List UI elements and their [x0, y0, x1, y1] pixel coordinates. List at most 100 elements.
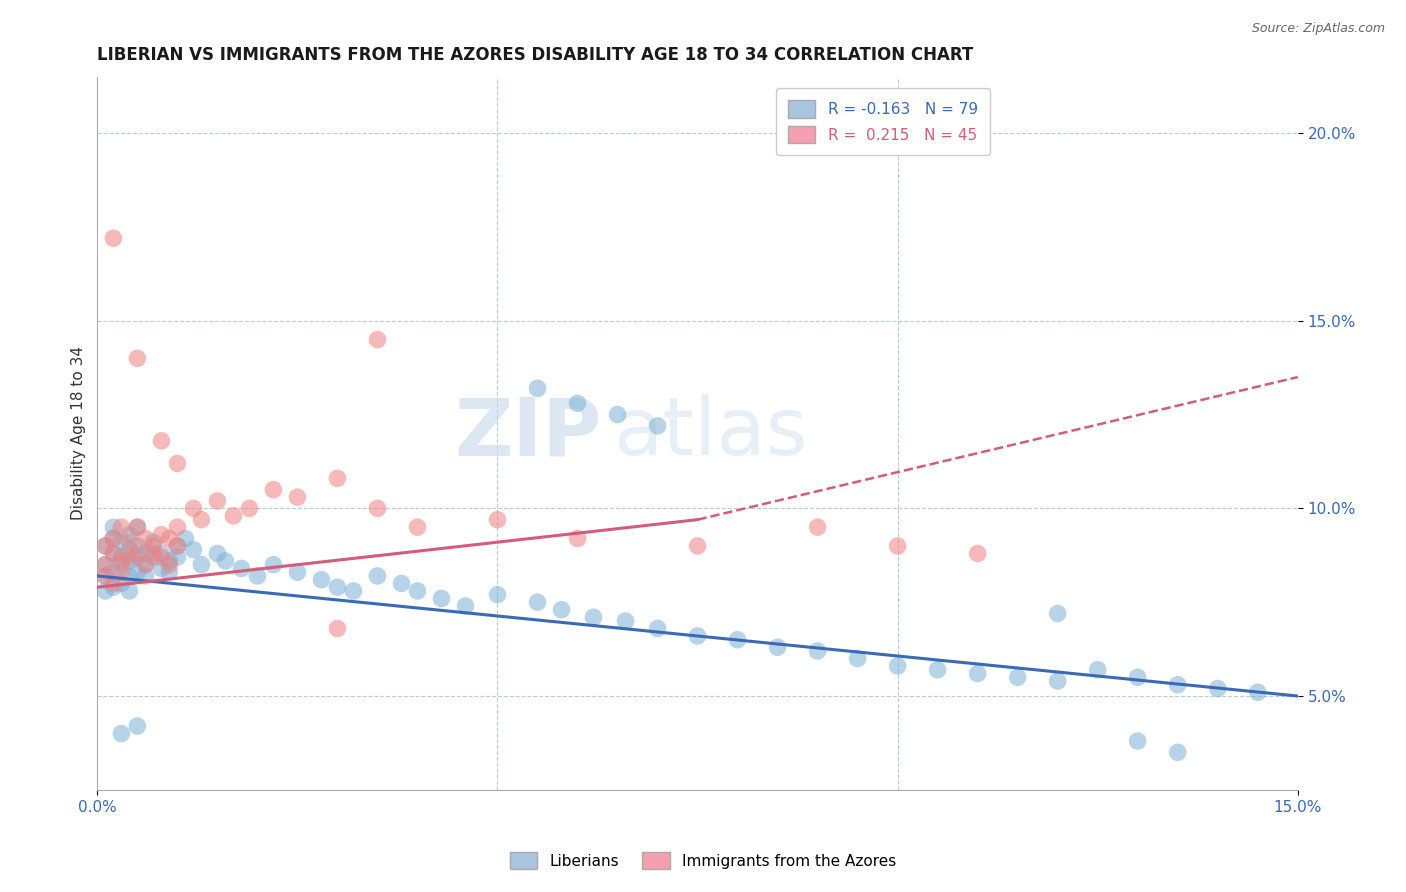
Point [127, 520, 149, 534]
Point [1167, 678, 1189, 692]
Point [118, 554, 141, 568]
Point [966, 546, 988, 560]
Point [727, 632, 749, 647]
Point [238, 501, 260, 516]
Point [647, 622, 669, 636]
Point [1247, 685, 1270, 699]
Point [94, 569, 117, 583]
Point [142, 539, 165, 553]
Point [366, 501, 388, 516]
Text: Source: ZipAtlas.com: Source: ZipAtlas.com [1251, 22, 1385, 36]
Point [927, 663, 949, 677]
Point [1167, 745, 1189, 759]
Point [103, 546, 125, 560]
Point [606, 408, 628, 422]
Point [526, 381, 548, 395]
Point [1087, 663, 1109, 677]
Point [103, 532, 125, 546]
Point [1046, 607, 1069, 621]
Point [118, 569, 141, 583]
Point [118, 584, 141, 599]
Point [157, 565, 180, 579]
Point [110, 554, 132, 568]
Point [1126, 670, 1149, 684]
Point [127, 546, 149, 560]
Point [118, 527, 141, 541]
Point [127, 565, 149, 579]
Point [94, 539, 117, 553]
Point [966, 666, 988, 681]
Point [118, 550, 141, 565]
Point [262, 558, 284, 572]
Point [142, 550, 165, 565]
Point [766, 640, 789, 655]
Point [127, 520, 149, 534]
Point [110, 520, 132, 534]
Point [1007, 670, 1029, 684]
Point [222, 508, 245, 523]
Point [110, 558, 132, 572]
Point [127, 719, 149, 733]
Point [174, 532, 197, 546]
Point [150, 527, 173, 541]
Point [886, 659, 908, 673]
Point [127, 539, 149, 553]
Point [1126, 734, 1149, 748]
Point [886, 539, 908, 553]
Point [366, 569, 388, 583]
Point [103, 576, 125, 591]
Text: LIBERIAN VS IMMIGRANTS FROM THE AZORES DISABILITY AGE 18 TO 34 CORRELATION CHART: LIBERIAN VS IMMIGRANTS FROM THE AZORES D… [97, 46, 973, 64]
Point [486, 513, 509, 527]
Y-axis label: Disability Age 18 to 34: Disability Age 18 to 34 [72, 346, 86, 520]
Point [1206, 681, 1229, 696]
Point [391, 576, 413, 591]
Point [326, 622, 349, 636]
Point [686, 539, 709, 553]
Point [94, 539, 117, 553]
Point [110, 726, 132, 740]
Point [406, 520, 429, 534]
Point [550, 603, 572, 617]
Point [94, 584, 117, 599]
Point [183, 542, 205, 557]
Point [231, 561, 253, 575]
Point [183, 501, 205, 516]
Point [166, 539, 188, 553]
Point [166, 550, 188, 565]
Point [118, 542, 141, 557]
Point [134, 546, 156, 560]
Point [150, 561, 173, 575]
Point [110, 576, 132, 591]
Point [134, 532, 156, 546]
Point [94, 569, 117, 583]
Point [686, 629, 709, 643]
Point [157, 554, 180, 568]
Point [807, 520, 830, 534]
Point [103, 532, 125, 546]
Text: atlas: atlas [613, 394, 808, 473]
Point [246, 569, 269, 583]
Point [526, 595, 548, 609]
Point [311, 573, 333, 587]
Point [127, 351, 149, 366]
Point [94, 558, 117, 572]
Point [190, 513, 212, 527]
Point [127, 550, 149, 565]
Point [103, 231, 125, 245]
Point [103, 546, 125, 560]
Point [134, 569, 156, 583]
Point [166, 539, 188, 553]
Point [1046, 673, 1069, 688]
Point [262, 483, 284, 497]
Point [157, 532, 180, 546]
Point [807, 644, 830, 658]
Point [150, 550, 173, 565]
Point [614, 614, 637, 628]
Point [142, 535, 165, 549]
Point [166, 456, 188, 470]
Point [567, 396, 589, 410]
Point [94, 558, 117, 572]
Point [582, 610, 605, 624]
Point [207, 546, 229, 560]
Point [287, 565, 309, 579]
